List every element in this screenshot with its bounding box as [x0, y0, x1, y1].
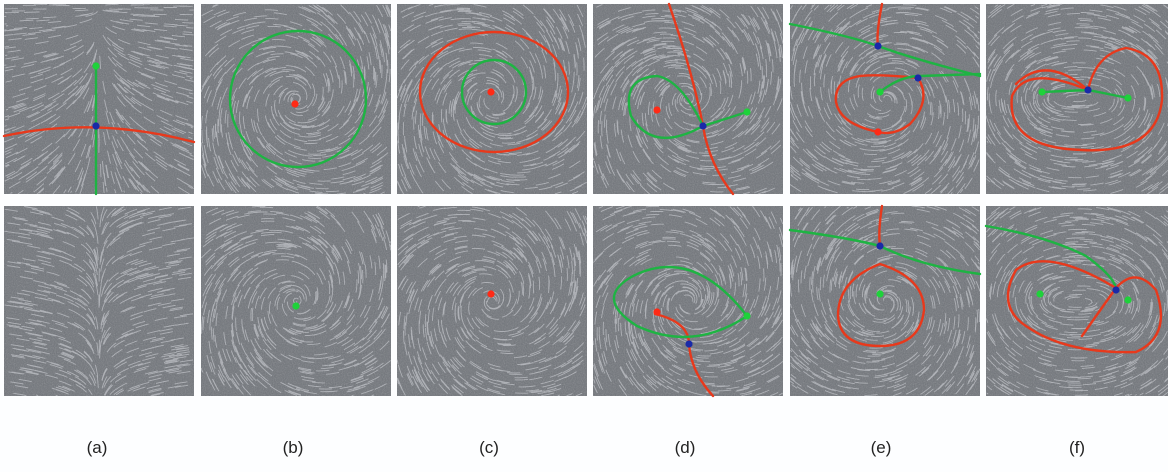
green-connection: [984, 224, 1118, 292]
green-limit-cycle: [228, 29, 368, 169]
panel-noise: [986, 4, 1168, 194]
panel-label-f: (f): [1068, 438, 1086, 457]
panel-noise: [986, 206, 1168, 396]
flow-panel-c-bottom: [396, 205, 588, 397]
topology-structure: [612, 265, 751, 398]
panel-label-b: (b): [282, 438, 304, 457]
sink-point: [876, 290, 884, 298]
saddle-point: [92, 122, 100, 130]
red-loop: [836, 262, 926, 348]
panel-noise: [4, 4, 194, 194]
saddle-point: [699, 122, 707, 130]
topology-structure: [487, 290, 495, 298]
sink-point: [92, 62, 100, 70]
red-limit-cycle: [418, 30, 570, 154]
flow-streaks: [789, 3, 981, 195]
sink-point: [1124, 296, 1132, 304]
topology-structure: [228, 29, 368, 169]
flow-panel-c-top: [396, 3, 588, 195]
saddle-point: [874, 42, 882, 50]
flow-panel-b-bottom: [200, 205, 392, 397]
red-separatrix-loop: [1006, 260, 1163, 354]
saddle-point: [1112, 286, 1120, 294]
panel-noise: [397, 206, 587, 396]
panel-labels: (a) (b) (c) (d) (e) (f): [0, 438, 1168, 462]
panel-label-d: (d): [674, 438, 696, 457]
flow-visualization-figure: [2, 2, 1168, 398]
topology-structure: [627, 2, 751, 196]
sink-point: [1124, 94, 1132, 102]
flow-panel-d-top: [592, 2, 784, 196]
flow-streaks: [592, 205, 784, 397]
source-point: [653, 308, 661, 316]
sink-point: [1036, 290, 1044, 298]
topology-structure: [418, 30, 570, 154]
flow-panel-e-bottom: [788, 204, 982, 397]
topology-structure: [984, 224, 1163, 354]
flow-panel-f-top: [985, 3, 1168, 195]
green-limit-cycle: [460, 58, 528, 126]
flow-panel-d-bottom: [592, 205, 784, 398]
flow-panel-b-top: [200, 4, 392, 195]
sink-point: [743, 312, 751, 320]
flow-streaks: [789, 205, 981, 397]
source-point: [874, 128, 882, 136]
topology-structure: [292, 302, 300, 310]
saddle-point: [876, 242, 884, 250]
flow-streaks: [396, 205, 588, 397]
panel-label-c: (c): [479, 438, 499, 457]
sink-point: [1038, 88, 1046, 96]
source-point: [487, 88, 495, 96]
topology-structure: [2, 62, 196, 196]
sink-point: [876, 88, 884, 96]
flow-panel-a-bottom: [4, 205, 194, 397]
red-loop: [834, 74, 925, 135]
panel-label-e: (e): [870, 438, 892, 457]
flow-streaks: [200, 205, 392, 397]
saddle-point: [1084, 86, 1092, 94]
green-loop: [612, 265, 749, 339]
saddle-point: [685, 340, 693, 348]
saddle-point: [914, 74, 922, 82]
flow-panel-e-top: [788, 2, 982, 195]
sink-point: [743, 108, 751, 116]
sink-point: [292, 302, 300, 310]
topology-structure: [788, 2, 982, 136]
source-point: [487, 290, 495, 298]
topology-structure: [1010, 46, 1164, 152]
source-point: [653, 106, 661, 114]
flow-streaks: [4, 205, 194, 397]
panel-label-a: (a): [86, 438, 108, 457]
green-loop: [627, 74, 749, 140]
topology-structure: [788, 204, 982, 348]
flow-panel-f-bottom: [984, 206, 1168, 397]
source-point: [291, 100, 299, 108]
flow-streaks: [592, 4, 784, 195]
flow-panel-a-top: [2, 3, 196, 196]
flow-streaks: [396, 3, 588, 195]
flow-streaks: [200, 4, 392, 195]
